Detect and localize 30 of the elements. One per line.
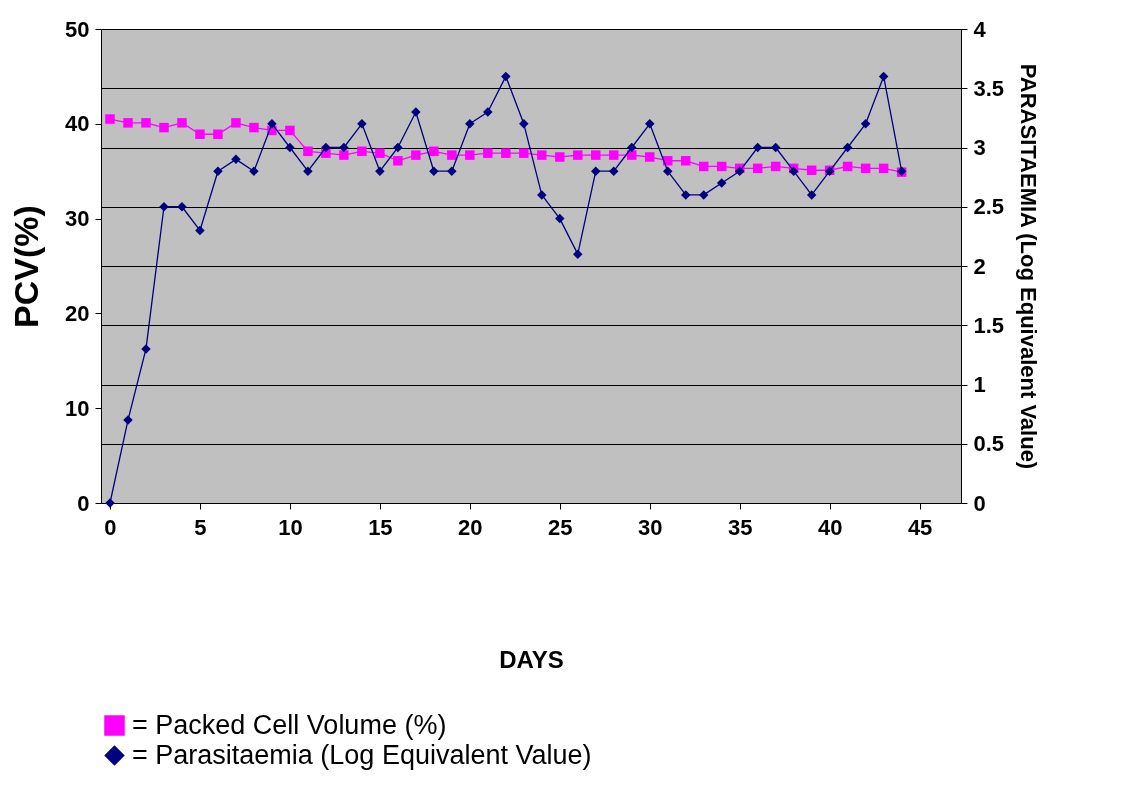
y2-tick-label: 3.5 — [973, 75, 1005, 101]
y2-tick-label: 1.5 — [973, 312, 1005, 338]
x-tick-label: 40 — [817, 514, 843, 540]
y2-tick-label: 3 — [973, 135, 986, 160]
x-tick-label: 25 — [548, 514, 573, 540]
legend-label: = Parasitaemia (Log Equivalent Value) — [132, 739, 592, 770]
y-tick-label: 10 — [65, 395, 90, 421]
x-tick-label: 45 — [907, 514, 933, 540]
x-tick-label: 30 — [638, 514, 663, 540]
y-axis-title: PCV(%) — [7, 205, 46, 328]
x-axis-title: DAYS — [499, 645, 564, 673]
y2-tick-label: 0.5 — [973, 431, 1005, 457]
x-tick-label: 5 — [194, 514, 207, 540]
y2-axis-title: PARASITAEMIA (Log Equivalent Value) — [1016, 63, 1042, 470]
x-tick-label: 35 — [727, 514, 753, 540]
y2-tick-label: 1 — [973, 372, 986, 397]
y2-tick-label: 4 — [973, 16, 987, 42]
y2-tick-label: 2.5 — [973, 194, 1005, 220]
x-tick-label: 0 — [104, 514, 117, 540]
y-tick-label: 50 — [65, 16, 90, 42]
y-tick-label: 20 — [65, 300, 90, 326]
y-tick-label: 30 — [65, 206, 90, 232]
y-tick-label: 40 — [65, 111, 90, 137]
x-tick-label: 15 — [368, 514, 393, 540]
legend-label: = Packed Cell Volume (%) — [132, 709, 447, 740]
y2-tick-label: 0 — [973, 490, 986, 516]
x-tick-label: 20 — [458, 514, 483, 540]
y-tick-label: 0 — [77, 490, 90, 516]
y2-tick-label: 2 — [973, 253, 986, 279]
x-tick-label: 10 — [278, 514, 303, 540]
